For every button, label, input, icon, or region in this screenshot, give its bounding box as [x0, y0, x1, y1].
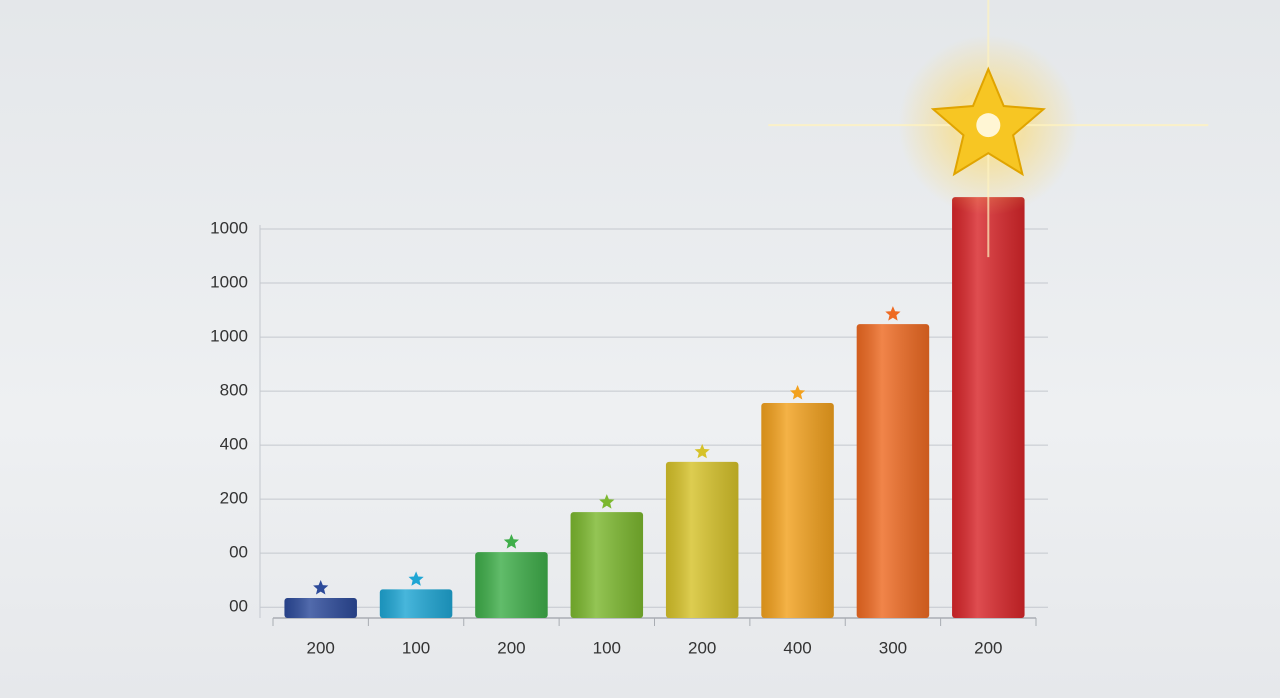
bar-shine [475, 552, 548, 618]
star-core [976, 113, 1001, 138]
y-tick-label: 800 [220, 381, 248, 400]
x-tick-label: 400 [783, 638, 811, 657]
bar-shine [379, 589, 453, 618]
y-tick-label: 400 [220, 435, 248, 454]
bar-shine [284, 598, 357, 618]
star-icon [599, 494, 615, 509]
bar-shine [665, 461, 739, 618]
star-icon [694, 443, 710, 459]
y-tick-label: 00 [229, 597, 248, 616]
y-tick-label: 00 [229, 543, 248, 562]
y-tick-label: 1000 [210, 273, 248, 292]
star-icon [313, 580, 329, 595]
x-tick-label: 300 [879, 638, 907, 657]
star-icon [790, 385, 806, 400]
bar-shine [570, 512, 644, 618]
y-tick-label: 1000 [210, 327, 248, 346]
x-tick-label: 100 [402, 638, 430, 657]
x-tick-label: 100 [593, 638, 621, 657]
y-tick-label: 1000 [210, 219, 248, 238]
star-icon [503, 534, 519, 549]
bar-shine [856, 324, 930, 618]
star-icon [408, 571, 424, 586]
bar-shine [761, 402, 834, 618]
x-tick-label: 200 [688, 638, 716, 657]
star-icon [885, 306, 901, 321]
bar-shine [952, 197, 1025, 618]
y-tick-label: 200 [220, 489, 248, 508]
x-tick-label: 200 [497, 638, 525, 657]
x-tick-label: 200 [974, 638, 1002, 657]
x-tick-label: 200 [307, 638, 335, 657]
